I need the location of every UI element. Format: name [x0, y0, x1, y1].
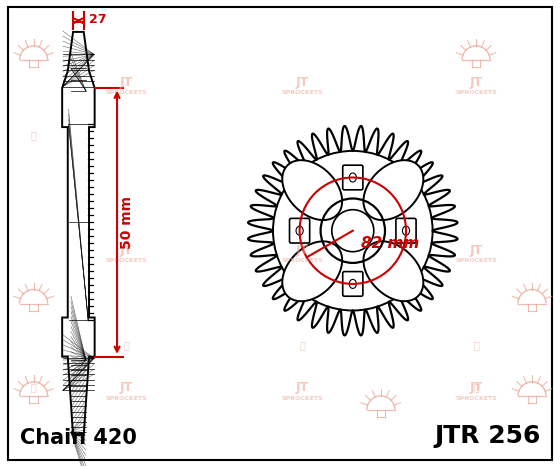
- Text: SPROCKETS: SPROCKETS: [282, 258, 323, 263]
- Text: JT: JT: [119, 76, 133, 89]
- Text: JT: JT: [296, 76, 309, 89]
- Text: JT: JT: [469, 381, 483, 394]
- Text: SPROCKETS: SPROCKETS: [105, 90, 147, 95]
- Polygon shape: [363, 241, 423, 301]
- Text: JT: JT: [119, 381, 133, 394]
- Text: JT: JT: [469, 243, 483, 256]
- Text: 光: 光: [31, 382, 36, 392]
- Polygon shape: [62, 32, 95, 435]
- Text: SPROCKETS: SPROCKETS: [282, 396, 323, 401]
- Text: 光: 光: [123, 340, 129, 351]
- Polygon shape: [282, 160, 342, 220]
- Text: SPROCKETS: SPROCKETS: [455, 90, 497, 95]
- Text: SPROCKETS: SPROCKETS: [282, 90, 323, 95]
- FancyBboxPatch shape: [343, 272, 363, 296]
- Text: 光: 光: [473, 340, 479, 351]
- Text: 光: 光: [31, 130, 36, 141]
- Text: 27: 27: [90, 13, 107, 26]
- FancyBboxPatch shape: [396, 219, 416, 243]
- Text: 光: 光: [473, 382, 479, 392]
- FancyBboxPatch shape: [343, 165, 363, 190]
- Text: JTR 256: JTR 256: [434, 424, 540, 448]
- Text: JT: JT: [296, 243, 309, 256]
- Text: SPROCKETS: SPROCKETS: [105, 396, 147, 401]
- FancyBboxPatch shape: [290, 219, 310, 243]
- Text: SPROCKETS: SPROCKETS: [105, 258, 147, 263]
- Text: JT: JT: [119, 243, 133, 256]
- Text: SPROCKETS: SPROCKETS: [455, 396, 497, 401]
- Text: SPROCKETS: SPROCKETS: [455, 258, 497, 263]
- Polygon shape: [282, 241, 342, 301]
- Text: 光: 光: [300, 340, 305, 351]
- Text: JT: JT: [469, 76, 483, 89]
- Text: 50 mm: 50 mm: [120, 196, 134, 249]
- Text: JT: JT: [296, 381, 309, 394]
- Text: 82 mm: 82 mm: [361, 236, 419, 251]
- Polygon shape: [363, 160, 423, 220]
- Text: Chain 420: Chain 420: [20, 428, 137, 448]
